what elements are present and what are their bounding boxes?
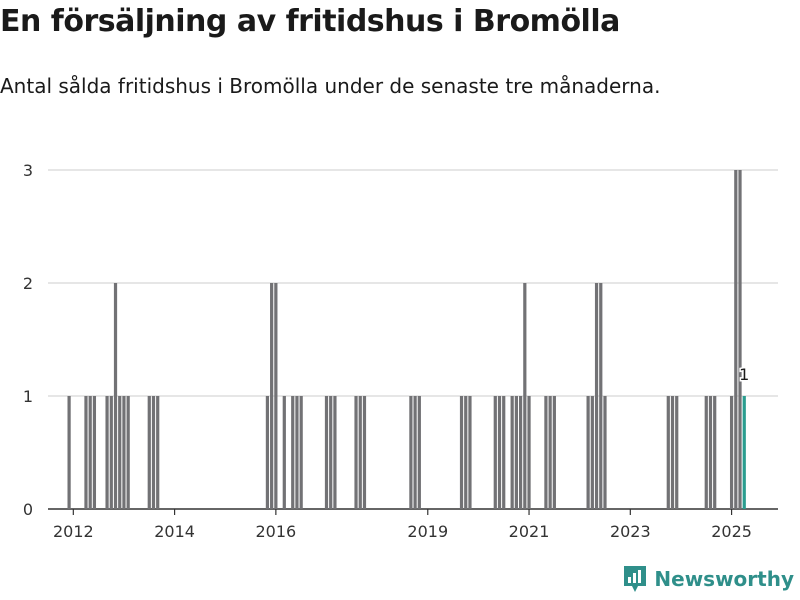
bar [544, 396, 548, 509]
bar [548, 396, 552, 509]
x-tick-label: 2025 [711, 522, 752, 541]
y-axis-ticks: 0 1 2 3 [23, 161, 33, 519]
bar [738, 170, 742, 509]
bar [666, 396, 670, 509]
bar [493, 396, 497, 509]
bar [274, 283, 278, 509]
x-tick-label: 2019 [407, 522, 448, 541]
bars [67, 170, 746, 509]
bar [84, 396, 88, 509]
bar [510, 396, 514, 509]
bar [675, 396, 679, 509]
bar [729, 396, 734, 509]
bar [502, 396, 506, 509]
x-tick-label: 2012 [53, 522, 94, 541]
bar [329, 396, 333, 509]
bar [113, 283, 118, 509]
bar [295, 396, 299, 509]
bar [713, 396, 717, 509]
bar [670, 396, 675, 509]
bar [118, 396, 122, 509]
bar [527, 396, 531, 509]
bar [590, 396, 594, 509]
bar [734, 170, 738, 509]
bar [109, 396, 113, 509]
gridlines [48, 169, 778, 510]
bar [468, 396, 472, 509]
brand-name: Newsworthy [654, 567, 794, 591]
bar [594, 283, 599, 509]
bar [67, 396, 71, 509]
bar [464, 396, 468, 509]
bar [105, 396, 109, 509]
bar-chart: 0 1 2 3 2012 2014 2016 2019 2021 2023 2025 1 [23, 161, 778, 541]
bar [603, 396, 607, 509]
bar [88, 396, 92, 509]
bar [552, 396, 556, 509]
bar [354, 396, 358, 509]
bar [358, 396, 362, 509]
bar [265, 396, 270, 509]
bar [586, 396, 590, 509]
y-tick-label: 3 [23, 161, 33, 180]
bar [742, 396, 746, 509]
y-tick-label: 2 [23, 274, 33, 293]
y-tick-label: 0 [23, 500, 33, 519]
bar [333, 396, 337, 509]
bar [409, 396, 413, 509]
chart-title: En försäljning av fritidshus i Bromölla [0, 4, 620, 39]
x-tick-label: 2014 [154, 522, 195, 541]
bar [514, 396, 518, 509]
bar [417, 396, 421, 509]
y-tick-label: 1 [23, 387, 33, 406]
brand-logo: Newsworthy [622, 564, 794, 594]
data-labels: 1 [738, 364, 751, 386]
bar [523, 283, 527, 509]
bar [282, 396, 286, 509]
bar [291, 396, 295, 509]
bar [126, 396, 130, 509]
x-tick-label: 2023 [610, 522, 651, 541]
bar [270, 283, 274, 509]
bar [92, 396, 97, 509]
bar [459, 396, 464, 509]
bar [299, 396, 303, 509]
bar [599, 283, 603, 509]
bar [708, 396, 713, 509]
chart-subtitle: Antal sålda fritidshus i Bromölla under … [0, 74, 661, 98]
bar [122, 396, 126, 509]
newsworthy-logo-icon [624, 566, 647, 592]
x-tick-label: 2016 [256, 522, 297, 541]
bar [147, 396, 151, 509]
bar [704, 396, 708, 509]
data-label: 1 [739, 365, 749, 384]
bar [156, 396, 160, 509]
bar [518, 396, 523, 509]
bar [151, 396, 156, 509]
bar [497, 396, 502, 509]
bar [362, 396, 367, 509]
bar [324, 396, 329, 509]
x-axis-ticks: 2012 2014 2016 2019 2021 2023 2025 [53, 509, 752, 541]
bar [413, 396, 417, 509]
x-tick-label: 2021 [509, 522, 550, 541]
